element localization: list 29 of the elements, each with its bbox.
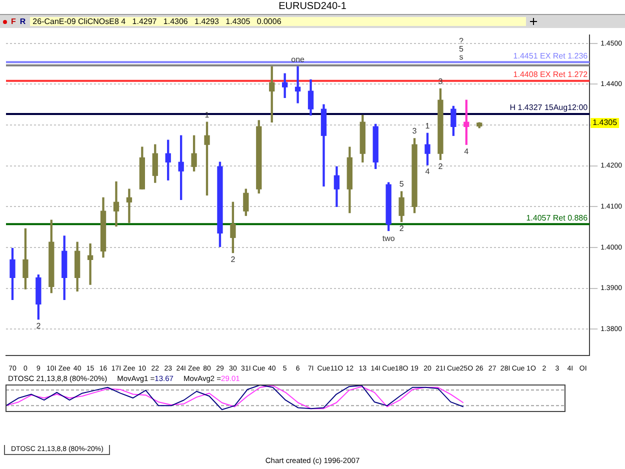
annotation: 3 xyxy=(412,126,418,136)
text: 26-CanE-09 CliCNOsE8 4 1.4297 1.4306 1.4293 1.4305 0.0006 xyxy=(30,17,526,26)
candlestick xyxy=(294,66,301,104)
ref-line-label: H 1.4327 15Aug12:00 xyxy=(510,103,588,112)
annotation: 1.4305 xyxy=(592,118,618,128)
annotation: 2 xyxy=(438,162,444,171)
annotation: 1 xyxy=(425,121,430,130)
candlestick xyxy=(126,188,132,223)
annotation: s xyxy=(459,52,464,62)
annotation: 4 xyxy=(464,146,470,156)
annotation: 4 xyxy=(425,167,430,176)
annotation: 2 xyxy=(36,321,42,330)
annotation: 5 xyxy=(399,180,404,189)
annotation: 5 xyxy=(458,44,464,54)
text: F xyxy=(11,17,16,26)
annotation: 2 xyxy=(399,224,404,233)
ref-line-label: 1.4451 EX Ret 1.236 xyxy=(513,51,588,60)
annotation: ? xyxy=(458,36,464,46)
candlestick xyxy=(113,181,120,227)
candlestick xyxy=(282,73,288,98)
text: R xyxy=(20,17,26,26)
annotation: 1 xyxy=(204,110,210,120)
ref-line-label: 1.4408 EX Ret 1.272 xyxy=(513,70,588,80)
chart-title: EURUSD240-1 xyxy=(0,0,625,15)
candlestick xyxy=(87,243,94,285)
ref-line-label: 1.4057 Ret 0.886 xyxy=(526,213,588,222)
annotation: 2 xyxy=(230,254,236,264)
annotation: one xyxy=(291,54,306,64)
annotation: two xyxy=(382,234,396,243)
